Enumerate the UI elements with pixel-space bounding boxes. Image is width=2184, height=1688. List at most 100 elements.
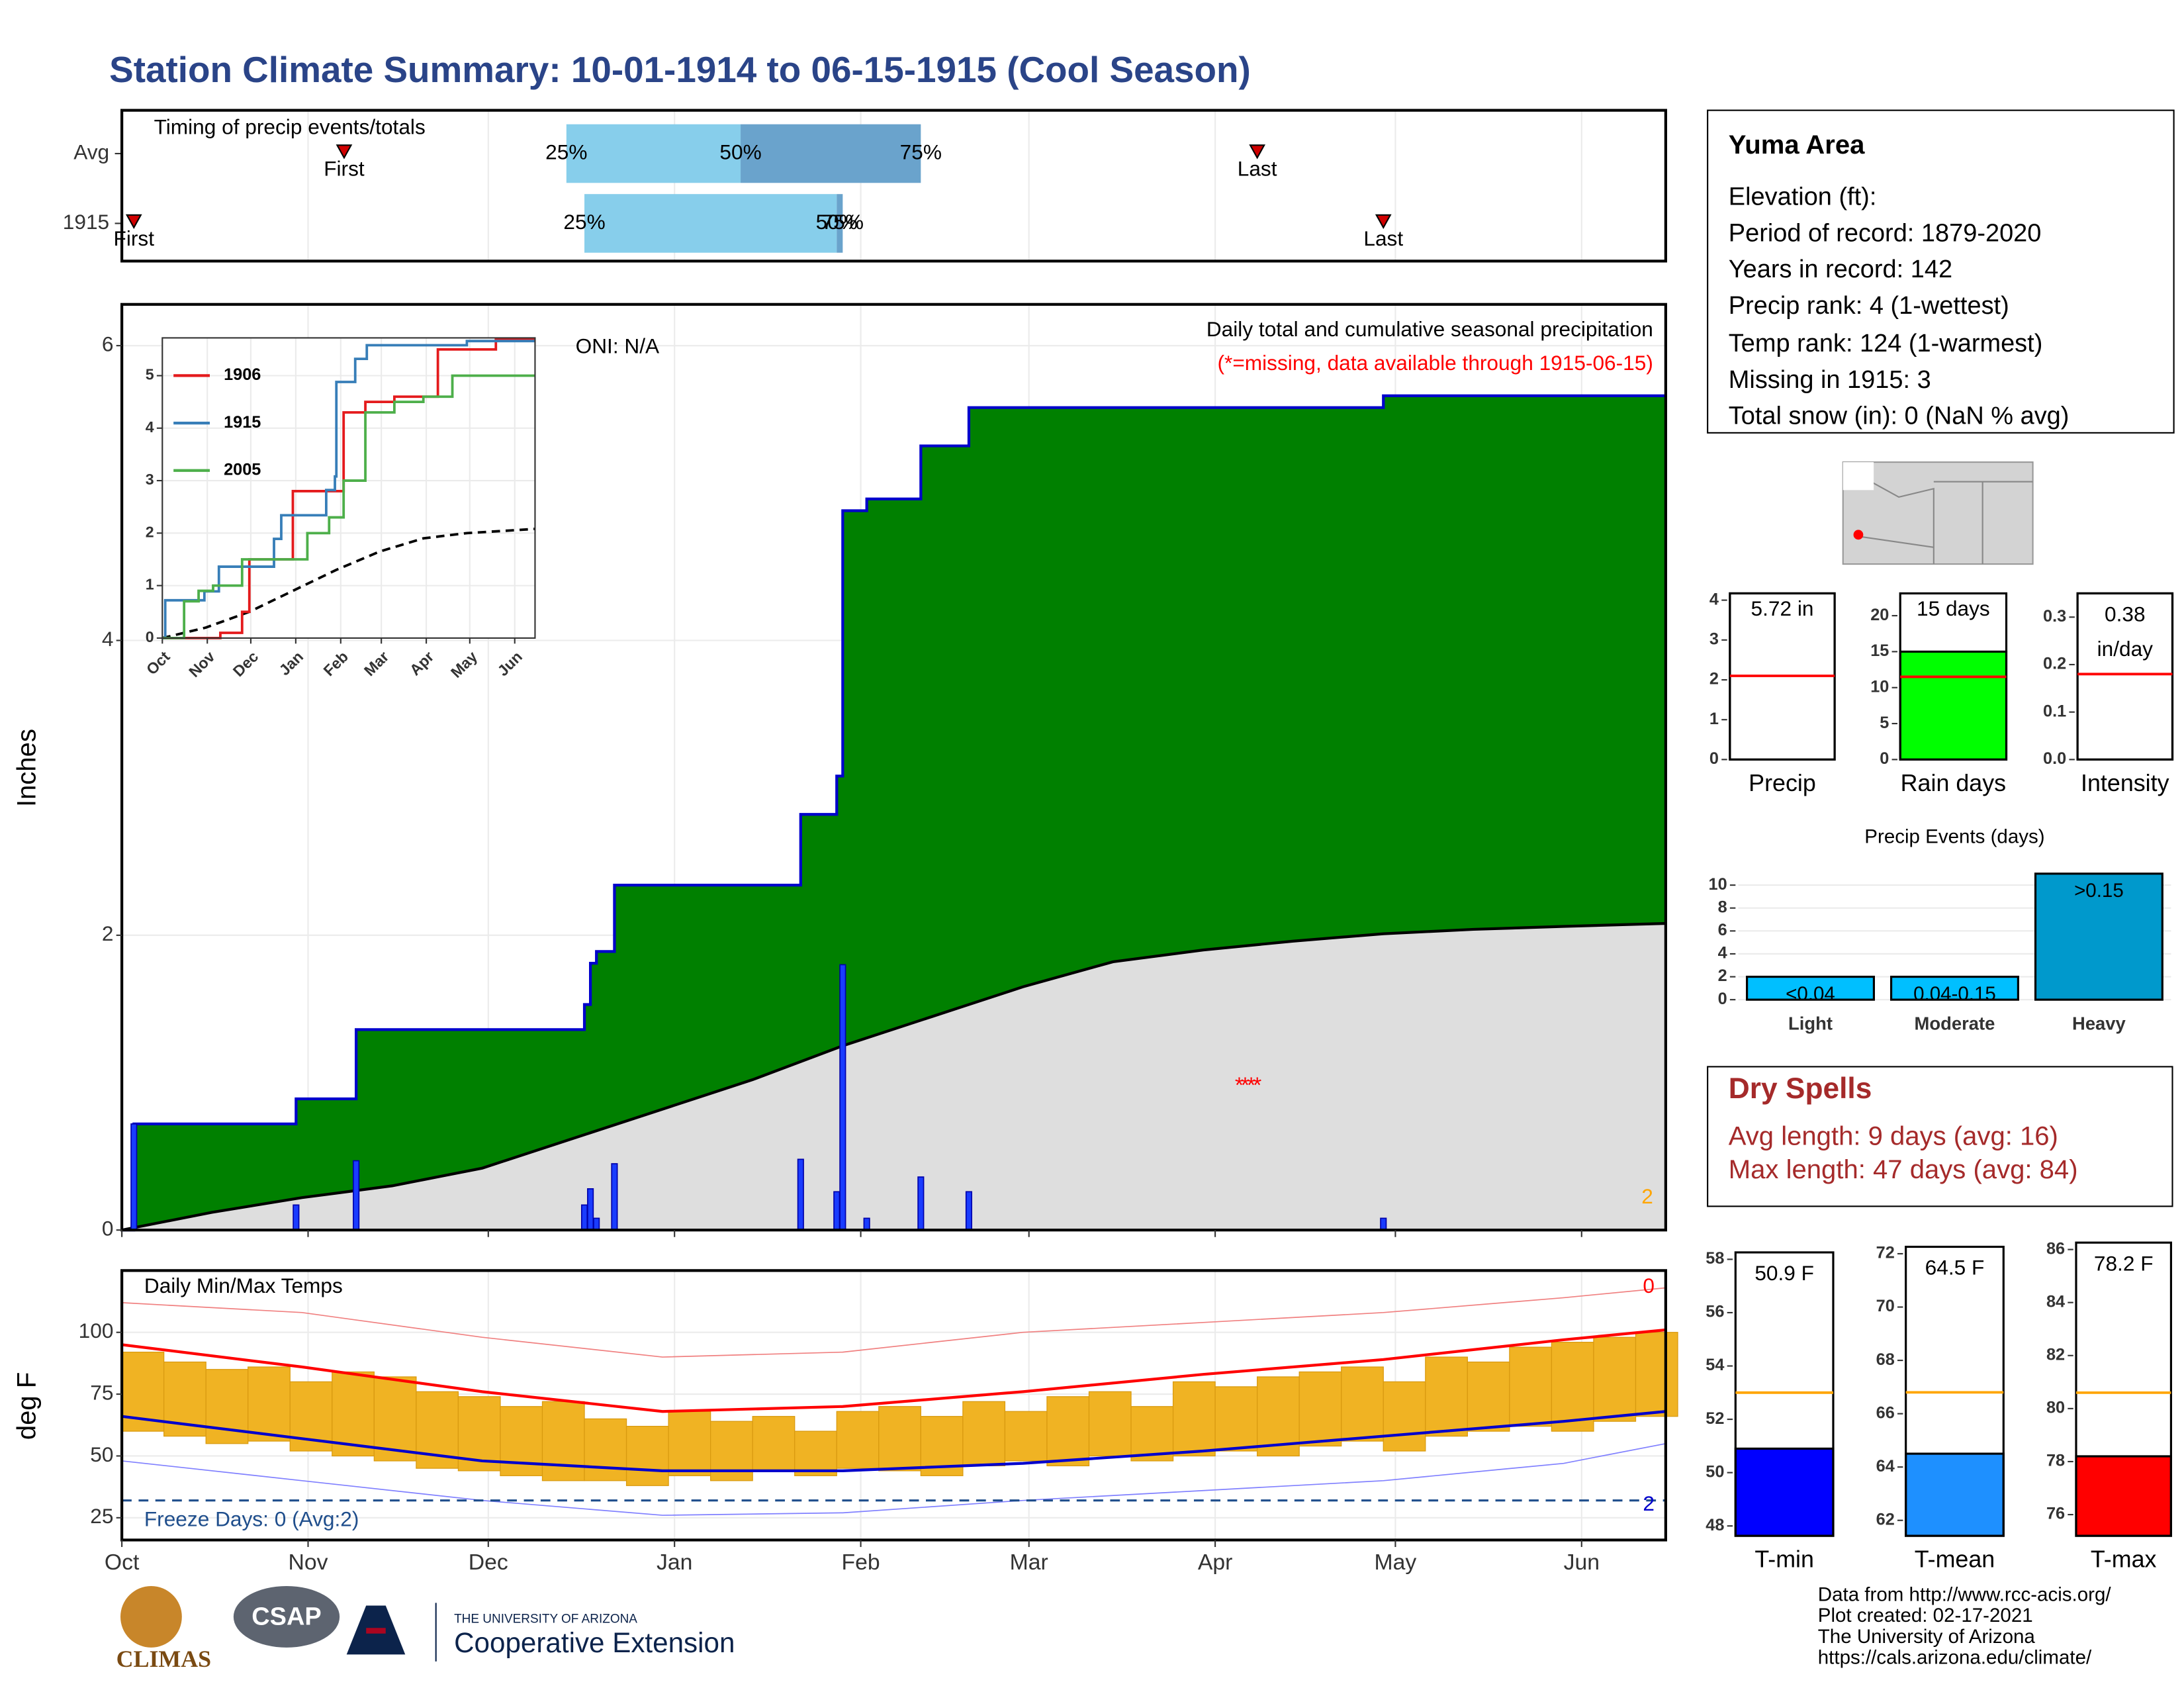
event-label: First bbox=[324, 157, 365, 181]
corner-note: 2 bbox=[1641, 1184, 1653, 1208]
daily-bar bbox=[965, 1191, 973, 1231]
note-max: 0 bbox=[1643, 1274, 1655, 1297]
summary-bar bbox=[1734, 1447, 1835, 1537]
missing-marker: * bbox=[1235, 1073, 1244, 1098]
chart-title: Daily total and cumulative seasonal prec… bbox=[1206, 317, 1653, 341]
summary-frame bbox=[1734, 1251, 1835, 1537]
summary-label: Rain days bbox=[1901, 770, 2006, 796]
y-tick-label: 76 bbox=[2046, 1505, 2065, 1523]
dry-spells-title: Dry Spells bbox=[1729, 1072, 1872, 1105]
y-tick-label: 5 bbox=[1880, 714, 1889, 732]
climas-logo bbox=[120, 1586, 182, 1648]
y-tick-label: 64 bbox=[1876, 1457, 1895, 1476]
y-tick-label: 6 bbox=[102, 332, 114, 356]
y-tick-label: 100 bbox=[79, 1319, 114, 1342]
credit-line: Plot created: 02-17-2021 bbox=[1818, 1605, 2033, 1626]
value-label: 78.2 F bbox=[2094, 1251, 2154, 1275]
y-tick-label: 56 bbox=[1706, 1303, 1724, 1321]
y-tick-label: 72 bbox=[1876, 1244, 1895, 1262]
y-tick-label: 3 bbox=[146, 471, 154, 488]
y-tick-label: 0 bbox=[1880, 749, 1889, 768]
y-axis-label: deg F bbox=[12, 1372, 41, 1440]
temp-range-bar bbox=[541, 1401, 585, 1481]
x-tick-label: Moderate bbox=[1915, 1013, 1995, 1033]
average-line bbox=[161, 528, 535, 639]
daily-bar bbox=[130, 1123, 138, 1231]
summary-bar bbox=[1899, 650, 2008, 761]
temp-range-bar bbox=[205, 1369, 249, 1444]
temp-range-bar bbox=[878, 1406, 921, 1472]
y-tick-label: 62 bbox=[1876, 1510, 1895, 1528]
temp-range-bar bbox=[1172, 1381, 1216, 1457]
bar bbox=[1889, 975, 2019, 1001]
y-tick-label: 75 bbox=[90, 1380, 113, 1404]
quartile-bar bbox=[741, 124, 921, 183]
y-tick-label: 0 bbox=[1709, 749, 1719, 768]
series-line bbox=[162, 374, 535, 639]
x-tick-label: Jan bbox=[657, 1550, 692, 1575]
x-tick-label: Feb bbox=[842, 1550, 880, 1575]
summary-bar bbox=[2075, 1455, 2172, 1537]
temp-range-bar bbox=[1383, 1381, 1426, 1452]
y-tick-label: 70 bbox=[1876, 1297, 1895, 1315]
note-min: 2 bbox=[1643, 1491, 1655, 1515]
y-tick-label: 2 bbox=[1718, 966, 1727, 985]
y-tick-label: 0.0 bbox=[2043, 749, 2066, 768]
value-label: 0.38 bbox=[2105, 602, 2146, 626]
summary-label: T-min bbox=[1754, 1546, 1814, 1573]
daily-bar bbox=[833, 1191, 841, 1231]
annotation: ONI: N/A bbox=[576, 334, 660, 358]
row-label: Avg bbox=[73, 140, 109, 164]
event-marker bbox=[1249, 144, 1265, 160]
temp-range-bar bbox=[752, 1416, 796, 1472]
temp-range-bar bbox=[373, 1376, 417, 1462]
temp-range-bar bbox=[1130, 1406, 1174, 1462]
map-frame bbox=[1842, 461, 2034, 565]
cumulative-line bbox=[122, 394, 1666, 1232]
y-tick-label: 58 bbox=[1706, 1249, 1724, 1268]
y-axis-label: Inches bbox=[12, 729, 41, 807]
y-tick-label: 3 bbox=[1709, 630, 1719, 649]
temp-range-bar bbox=[1635, 1332, 1678, 1417]
y-tick-label: 15 bbox=[1870, 641, 1889, 660]
logo-text: CLIMAS bbox=[116, 1646, 211, 1672]
temp-line bbox=[122, 1442, 1666, 1516]
daily-bar bbox=[1380, 1217, 1387, 1231]
missing-marker: * bbox=[1253, 1073, 1261, 1098]
temp-range-bar bbox=[584, 1418, 627, 1481]
event-label: First bbox=[114, 226, 155, 250]
info-box bbox=[1707, 109, 2175, 434]
y-tick-label: 10 bbox=[1870, 677, 1889, 696]
x-tick-label: Nov bbox=[289, 1550, 328, 1575]
temp-range-bar bbox=[1593, 1336, 1637, 1422]
temp-range-bar bbox=[1341, 1366, 1384, 1442]
y-tick-label: 82 bbox=[2046, 1345, 2065, 1364]
y-tick-label: 48 bbox=[1706, 1516, 1724, 1534]
y-tick-label: 66 bbox=[1876, 1403, 1895, 1422]
info-line: Years in record: 142 bbox=[1729, 256, 1952, 283]
temp-range-bar bbox=[1004, 1411, 1048, 1462]
temp-range-bar bbox=[1509, 1346, 1553, 1427]
logo-text: THE UNIVERSITY OF ARIZONA bbox=[454, 1613, 637, 1626]
summary-frame bbox=[2075, 1241, 2172, 1537]
y-tick-label: 68 bbox=[1876, 1350, 1895, 1369]
info-line: Period of record: 1879-2020 bbox=[1729, 219, 2042, 247]
temp-range-bar bbox=[962, 1401, 1006, 1467]
logos: CLIMAS CSAP THE UNIVERSITY OF ARIZONA Co… bbox=[116, 1586, 735, 1672]
bar bbox=[1746, 975, 1876, 1001]
daily-bar bbox=[611, 1163, 618, 1231]
temp-range-bar bbox=[500, 1406, 543, 1476]
bar-label: <0.04 bbox=[1786, 983, 1835, 1005]
series-line bbox=[162, 340, 535, 639]
summary-label: Intensity bbox=[2081, 770, 2169, 796]
event-label: Last bbox=[1238, 157, 1277, 181]
temp-range-bar bbox=[794, 1430, 837, 1476]
quartile-label: 75% bbox=[822, 210, 864, 234]
station-dot bbox=[1853, 530, 1864, 540]
summary-label: T-mean bbox=[1915, 1546, 1995, 1573]
y-tick-label: 4 bbox=[102, 627, 114, 651]
bar bbox=[2034, 872, 2163, 1001]
missing-marker: * bbox=[1241, 1073, 1250, 1098]
